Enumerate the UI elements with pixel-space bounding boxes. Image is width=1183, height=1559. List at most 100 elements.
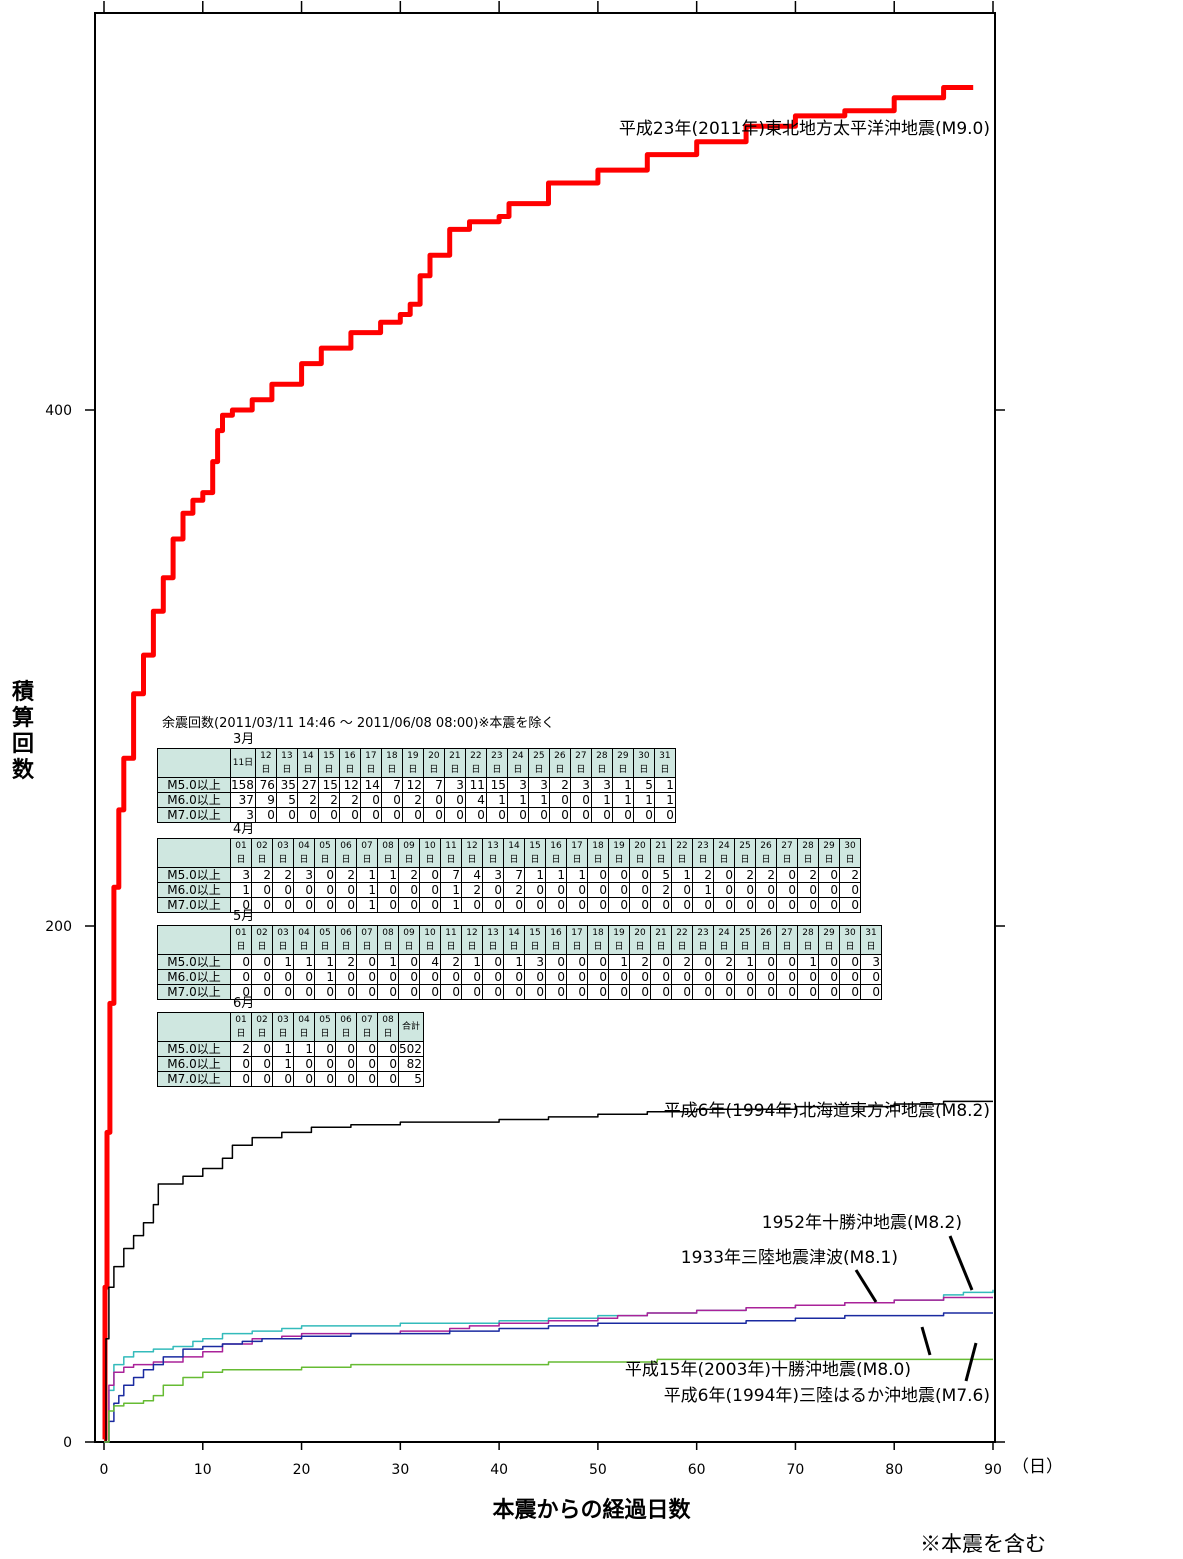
- table-day-header: 08日: [377, 925, 399, 955]
- table-cell: 0: [797, 882, 819, 898]
- table-cell: 0: [377, 984, 399, 1000]
- y-tick-label: 200: [45, 919, 72, 935]
- table-cell: 0: [566, 984, 588, 1000]
- table-row: M6.0以上 0 0 0 0 1 0 0 0 0 0 0 0 0 0 0 0 0 0 0 0 0 0 0 0 0 0 0 0 0 0 0: [157, 969, 882, 985]
- table-cell: 11: [464, 777, 487, 793]
- table-cell: 0: [587, 882, 609, 898]
- table-cell: 0: [839, 954, 861, 970]
- table-cell: 0: [335, 1071, 357, 1087]
- table-cell: 3: [230, 807, 256, 823]
- leader-line-3: [964, 1342, 978, 1382]
- table-cell: 1: [653, 777, 676, 793]
- table-cell: 2: [251, 867, 273, 883]
- table-cell: 0: [461, 984, 483, 1000]
- table-day-header: 12日: [461, 925, 483, 955]
- table-cell: 1: [356, 867, 378, 883]
- table-cell: 12: [338, 777, 361, 793]
- table-day-header: 05日: [314, 838, 336, 868]
- table-cell: 0: [482, 897, 504, 913]
- table-cell: 1: [734, 954, 756, 970]
- table-cell: 7: [503, 867, 525, 883]
- table-cell: 3: [524, 954, 546, 970]
- table-cell: 2: [713, 954, 735, 970]
- table-cell: 0: [566, 897, 588, 913]
- table-day-header: 合計: [398, 1012, 424, 1042]
- table-cell: 0: [401, 807, 424, 823]
- x-tick-label: 50: [589, 1462, 607, 1478]
- table-cell: 1: [293, 954, 315, 970]
- table-cell: 0: [296, 807, 319, 823]
- table-day-header: 19日: [401, 748, 424, 778]
- table-day-header: 04日: [293, 1012, 315, 1042]
- table-day-header: 27日: [776, 925, 798, 955]
- table-cell: 0: [251, 954, 273, 970]
- table-cell: 0: [527, 807, 550, 823]
- month-label: 6月: [233, 996, 255, 1011]
- table-cell: 0: [548, 792, 571, 808]
- table-cell: 0: [734, 882, 756, 898]
- table-cell: 0: [590, 807, 613, 823]
- table-cell: 0: [650, 897, 672, 913]
- table-row: M5.0以上 2 0 1 1 0 0 0 0 502: [157, 1041, 424, 1057]
- table-row: M6.0以上 1 0 0 0 0 0 1 0 0 0 1 2 0 2 0 0 0 0 0 0 2 0 1 0 0 0 0 0 0 0: [157, 882, 861, 898]
- table-cell: 0: [230, 969, 252, 985]
- table-cell: 1: [377, 954, 399, 970]
- table-cell: 0: [443, 792, 466, 808]
- table-cell: 0: [545, 969, 567, 985]
- table-day-header: 22日: [464, 748, 487, 778]
- table-cell: 0: [587, 984, 609, 1000]
- table-cell: 2: [629, 954, 651, 970]
- table-cell: 0: [251, 882, 273, 898]
- table-day-header: 07日: [356, 1012, 378, 1042]
- table-cell: 0: [482, 969, 504, 985]
- table-cell: 0: [461, 897, 483, 913]
- month-label: 5月: [233, 909, 255, 924]
- table-day-header: 22日: [671, 925, 693, 955]
- table-cell: 3: [482, 867, 504, 883]
- table-cell: 3: [443, 777, 466, 793]
- table-day-header: 08日: [377, 838, 399, 868]
- table-cell: 0: [611, 807, 634, 823]
- table-row-label: M6.0以上: [157, 882, 231, 898]
- table-cell: 12: [401, 777, 424, 793]
- table-day-header: 18日: [587, 925, 609, 955]
- table-cell: 0: [839, 969, 861, 985]
- table-day-header: 24日: [713, 838, 735, 868]
- table-cell: 15: [485, 777, 508, 793]
- table-day-header: 07日: [356, 925, 378, 955]
- table-day-header: 29日: [818, 925, 840, 955]
- table-cell: 0: [254, 807, 277, 823]
- table-cell: 0: [272, 1071, 294, 1087]
- table-cell: 0: [545, 984, 567, 1000]
- table-cell: 0: [545, 882, 567, 898]
- table-corner: [157, 838, 231, 868]
- series-line-0: [102, 85, 974, 1442]
- table-cell: 0: [713, 897, 735, 913]
- table-cell: 3: [527, 777, 550, 793]
- table-row: M7.0以上 0 0 0 0 0 0 0 0 5: [157, 1071, 424, 1087]
- table-cell: 3: [569, 777, 592, 793]
- table-day-header: 20日: [629, 925, 651, 955]
- table-cell: 0: [251, 969, 273, 985]
- table-cell: 0: [377, 1056, 399, 1072]
- table-cell: 1: [632, 792, 655, 808]
- table-cell: 0: [272, 882, 294, 898]
- table-cell: 0: [443, 807, 466, 823]
- table-cell: 0: [839, 897, 861, 913]
- table-cell: 0: [485, 807, 508, 823]
- table-cell: 0: [587, 954, 609, 970]
- table-cell: 5: [632, 777, 655, 793]
- table-cell: 0: [338, 807, 361, 823]
- table-cell: 4: [419, 954, 441, 970]
- table-cell: 5: [650, 867, 672, 883]
- table-cell: 0: [272, 969, 294, 985]
- table-row-label: M5.0以上: [157, 1041, 231, 1057]
- table-cell: 0: [671, 882, 693, 898]
- table-cell: 0: [293, 882, 315, 898]
- table-day-header: 30日: [839, 925, 861, 955]
- table-day-header: 26日: [755, 838, 777, 868]
- table-cell: 0: [755, 882, 777, 898]
- table-day-header: 14日: [503, 925, 525, 955]
- table-day-header: 12日: [254, 748, 277, 778]
- table-cell: 0: [359, 792, 382, 808]
